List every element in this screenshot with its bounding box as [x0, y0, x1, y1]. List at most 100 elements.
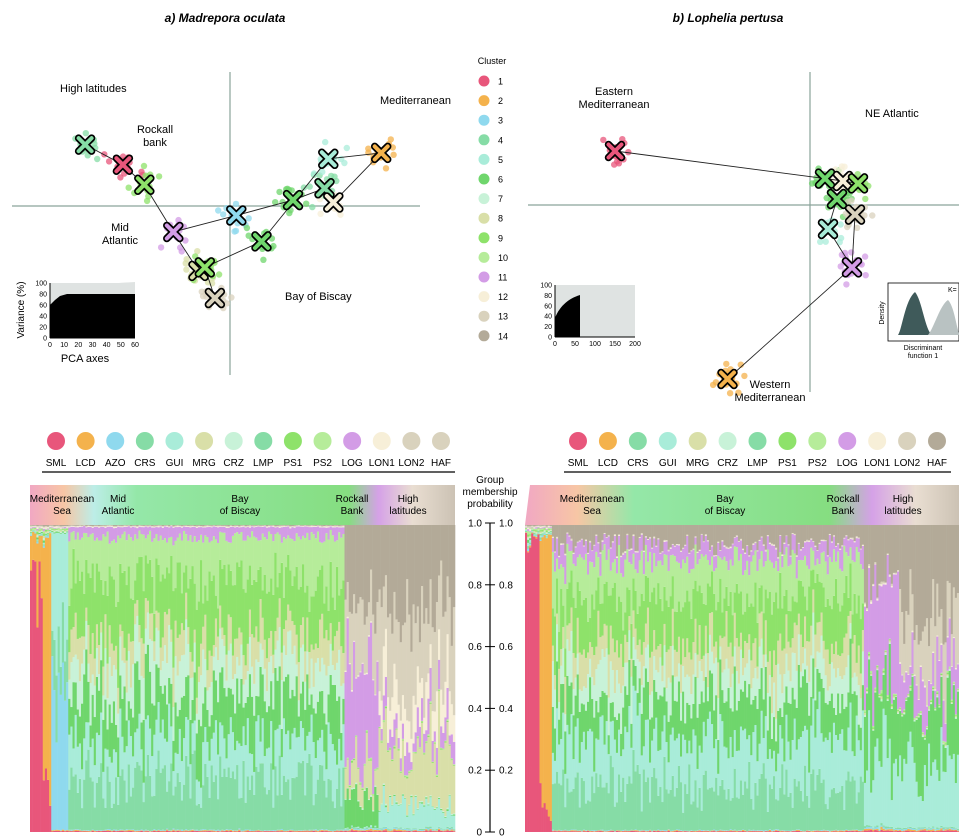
membership-bar-segment: [389, 749, 392, 795]
membership-bar-segment: [680, 551, 683, 552]
membership-bar-segment: [706, 525, 710, 541]
membership-bar-segment: [380, 607, 384, 701]
membership-bar-segment: [572, 553, 575, 554]
membership-bar-segment: [155, 831, 158, 832]
region-label: Rockall Bank: [336, 494, 369, 517]
membership-bar-segment: [259, 526, 262, 541]
membership-bar-segment: [276, 527, 279, 533]
membership-bar-segment: [562, 830, 565, 832]
membership-bar-segment: [584, 540, 588, 554]
membership-bar-segment: [735, 536, 739, 548]
membership-bar-segment: [686, 534, 689, 536]
membership-bar-segment: [36, 543, 39, 628]
membership-bar-segment: [223, 525, 226, 526]
membership-bar-segment: [380, 803, 384, 805]
membership-bar-segment: [49, 531, 52, 533]
membership-bar-segment: [706, 830, 710, 832]
membership-bar-segment: [327, 778, 330, 831]
membership-bar-segment: [442, 830, 445, 831]
membership-bar-segment: [47, 533, 50, 535]
membership-bar-segment: [380, 700, 384, 729]
membership-bar-segment: [603, 830, 606, 832]
membership-bar-segment: [81, 525, 84, 527]
membership-bar-segment: [399, 827, 403, 829]
membership-bar-segment: [348, 664, 352, 786]
membership-bar-segment: [329, 530, 333, 562]
membership-bar-segment: [74, 830, 78, 832]
membership-bar-segment: [374, 831, 377, 832]
membership-bar-segment: [440, 525, 443, 561]
membership-bar-segment: [531, 528, 534, 530]
membership-bar-segment: [739, 689, 743, 727]
membership-bar-segment: [280, 527, 284, 543]
population-code: LOG: [837, 458, 858, 469]
membership-bar-segment: [663, 831, 666, 832]
membership-bar-segment: [100, 622, 103, 633]
centroid-link: [328, 152, 382, 160]
membership-bar-segment: [735, 670, 739, 711]
membership-bar-segment: [609, 702, 613, 722]
membership-bar-segment: [414, 732, 418, 752]
membership-bar-segment: [353, 788, 356, 828]
membership-bar-segment: [533, 526, 536, 528]
membership-bar-segment: [268, 591, 271, 639]
membership-bar-segment: [549, 525, 553, 527]
population-swatch: [313, 432, 332, 450]
cluster-centroid-marker: [826, 188, 848, 210]
membership-bar-segment: [189, 525, 192, 527]
membership-bar-segment: [289, 799, 292, 830]
membership-bar-segment: [83, 593, 86, 637]
membership-bar-segment: [433, 808, 437, 809]
membership-bar-segment: [323, 527, 326, 542]
membership-bar-segment: [138, 557, 141, 626]
membership-bar-segment: [431, 829, 435, 831]
membership-bar-segment: [416, 525, 420, 607]
membership-bar-segment: [272, 807, 275, 830]
membership-bar-segment: [618, 534, 621, 535]
membership-bar-segment: [395, 801, 398, 803]
membership-bar-segment: [227, 526, 231, 528]
membership-bar-segment: [452, 607, 456, 716]
membership-bar-segment: [721, 829, 724, 831]
membership-bar-segment: [304, 537, 307, 593]
membership-bar-segment: [265, 539, 269, 594]
membership-bar-segment: [756, 622, 759, 667]
membership-bar-segment: [601, 603, 604, 636]
membership-bar-segment: [36, 530, 39, 532]
membership-bar-segment: [308, 830, 311, 832]
membership-bar-segment: [325, 525, 328, 527]
membership-bar-segment: [123, 662, 126, 687]
population-swatch: [718, 432, 737, 450]
membership-bar-segment: [527, 526, 530, 528]
membership-bar-segment: [440, 560, 443, 690]
membership-bar-segment: [378, 728, 381, 811]
membership-bar-segment: [272, 831, 275, 832]
membership-bar-segment: [412, 695, 415, 744]
membership-bar-segment: [607, 735, 611, 755]
membership-bar-segment: [225, 525, 228, 527]
membership-bar-segment: [452, 830, 456, 832]
membership-bar-segment: [688, 601, 691, 653]
sample-point: [105, 158, 113, 165]
membership-bar-segment: [178, 661, 182, 710]
sample-point: [117, 174, 124, 181]
membership-bar-segment: [274, 730, 277, 767]
membership-bar-segment: [225, 527, 228, 541]
membership-bar-segment: [81, 537, 84, 572]
variance-ytick: 60: [39, 303, 47, 310]
membership-bar-segment: [663, 541, 666, 555]
membership-bar-segment: [51, 831, 54, 832]
membership-bar-segment: [425, 796, 428, 798]
membership-bar-segment: [221, 525, 224, 526]
membership-bar-segment: [760, 831, 763, 832]
membership-bar-segment: [223, 688, 226, 739]
membership-bar-segment: [38, 525, 41, 526]
membership-bar-segment: [191, 566, 194, 662]
membership-bar-segment: [70, 588, 73, 630]
membership-bar-segment: [754, 550, 757, 583]
membership-bar-segment: [756, 761, 759, 796]
membership-bar-segment: [572, 788, 575, 830]
density-peak-2: [928, 300, 959, 335]
membership-bar-segment: [414, 794, 418, 796]
membership-bar-segment: [161, 526, 165, 527]
